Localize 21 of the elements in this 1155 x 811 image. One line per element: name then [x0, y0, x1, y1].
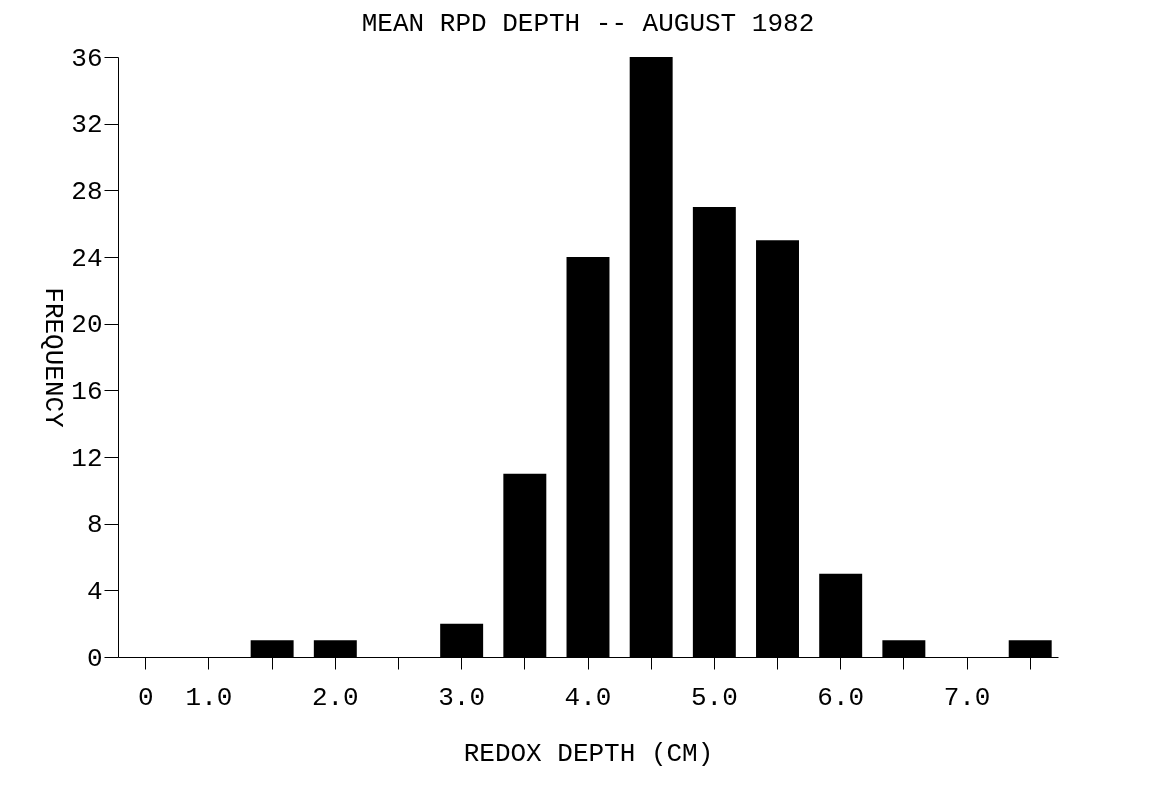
y-tick-label: 32	[71, 110, 103, 141]
y-tick-label: 4	[86, 576, 103, 607]
y-tick-label: 28	[71, 176, 103, 207]
x-tick-label: 1.0	[185, 682, 233, 713]
y-tick-label: 12	[71, 443, 103, 474]
chart-title: MEAN RPD DEPTH -- AUGUST 1982	[361, 9, 815, 39]
x-tick-label: 2.0	[311, 682, 359, 713]
x-tick-label: 3.0	[438, 682, 486, 713]
x-tick-label: 4.0	[564, 682, 612, 713]
y-tick-label: 0	[86, 643, 103, 674]
y-tick-label: 36	[71, 43, 103, 74]
y-tick-label: 8	[86, 510, 103, 541]
y-tick-label: 20	[71, 310, 103, 341]
y-tick-label: 24	[71, 243, 103, 274]
y-tick-label: 16	[71, 376, 103, 407]
x-tick-label: 5.0	[690, 682, 738, 713]
x-tick-label: 6.0	[817, 682, 865, 713]
x-tick-label: 0	[137, 682, 154, 713]
x-tick-label: 7.0	[943, 682, 991, 713]
x-axis-title: REDOX DEPTH (CM)	[463, 738, 714, 769]
y-axis-title: FREQUENCY	[38, 287, 69, 429]
